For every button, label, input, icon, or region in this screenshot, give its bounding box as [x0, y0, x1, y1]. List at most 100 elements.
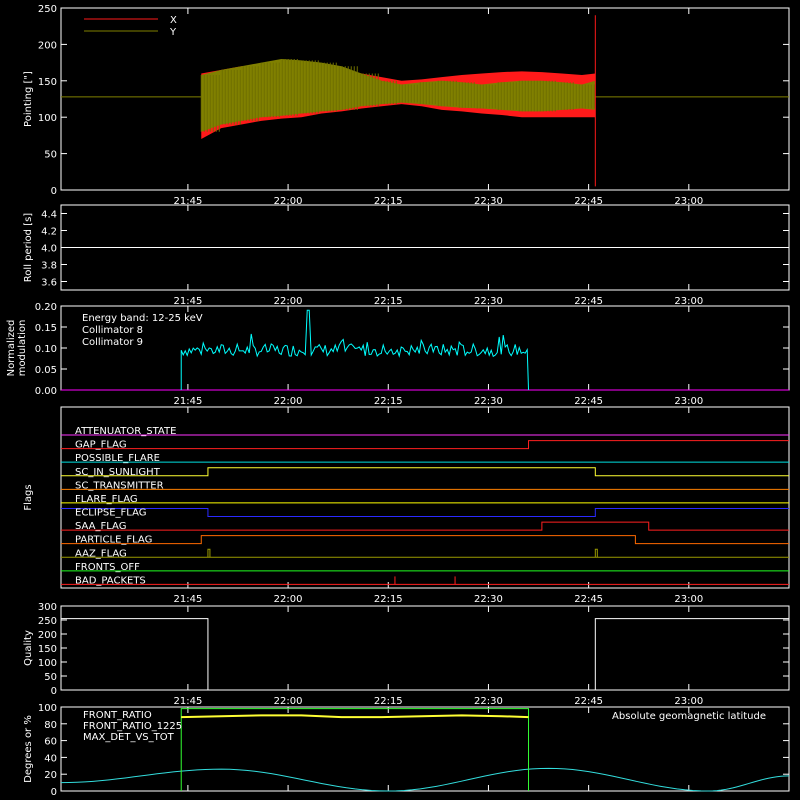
legend-label: X — [170, 15, 177, 26]
y-tick-label: 40 — [44, 753, 57, 764]
y-tick-label: 0.10 — [35, 344, 57, 355]
y-tick-label: 0.05 — [35, 365, 57, 376]
y-tick-label: 60 — [44, 737, 57, 748]
y-axis-label: Flags — [23, 484, 34, 510]
flag-line — [61, 440, 789, 450]
x-tick-label: 22:45 — [574, 396, 603, 407]
x-tick-label: 22:30 — [474, 396, 503, 407]
y-tick-label: 4.4 — [41, 210, 57, 221]
flag-label: SC_IN_SUNLIGHT — [75, 467, 161, 478]
y-tick-label: 200 — [38, 630, 57, 641]
x-tick-label: 23:00 — [674, 696, 703, 707]
modulation-annotation: Collimator 9 — [82, 337, 143, 348]
x-tick-label: 21:45 — [173, 696, 202, 707]
flag-label: POSSIBLE_FLARE — [75, 453, 160, 464]
legend-label: FRONT_RATIO_1225 — [83, 721, 182, 732]
y-tick-label: 150 — [38, 644, 57, 655]
y-tick-label: 100 — [38, 658, 57, 669]
y-axis-label: Normalized — [6, 320, 17, 377]
x-tick-label: 23:00 — [674, 196, 703, 207]
y-tick-label: 0 — [51, 186, 57, 197]
geomag-latitude-line — [60, 767, 790, 792]
y-tick-label: 3.8 — [41, 261, 57, 272]
panel-frame — [60, 406, 790, 589]
flag-label: ECLIPSE_FLAG — [75, 508, 146, 519]
x-tick-label: 23:00 — [674, 594, 703, 605]
x-tick-label: 22:45 — [574, 296, 603, 307]
y-tick-label: 3.6 — [41, 278, 57, 289]
flag-line — [61, 535, 789, 545]
x-tick-label: 22:00 — [274, 696, 303, 707]
flag-label: PARTICLE_FLAG — [75, 535, 152, 546]
flag-line — [61, 548, 789, 558]
y-tick-label: 80 — [44, 720, 57, 731]
y-tick-label: 100 — [38, 113, 57, 124]
y-tick-label: 0.15 — [35, 323, 57, 334]
x-tick-label: 22:15 — [374, 594, 403, 605]
modulation-annotation: Energy band: 12-25 keV — [82, 313, 203, 324]
front-ratio-1225-line — [180, 708, 530, 791]
y-tick-label: 150 — [38, 77, 57, 88]
x-tick-label: 22:15 — [374, 296, 403, 307]
flag-line — [61, 521, 789, 531]
x-tick-label: 22:00 — [274, 594, 303, 605]
flag-line — [61, 508, 789, 517]
y-tick-label: 0.00 — [35, 386, 57, 397]
x-tick-label: 22:15 — [374, 696, 403, 707]
flag-label: FRONTS_OFF — [75, 562, 140, 573]
x-tick-label: 22:45 — [574, 196, 603, 207]
x-tick-label: 22:45 — [574, 696, 603, 707]
x-tick-label: 22:00 — [274, 196, 303, 207]
y-tick-label: 250 — [38, 4, 57, 15]
geomag-annotation: Absolute geomagnetic latitude — [612, 711, 766, 722]
y-tick-label: 4.2 — [41, 227, 57, 238]
y-tick-label: 100 — [38, 703, 57, 714]
x-tick-label: 22:15 — [374, 396, 403, 407]
y-tick-label: 0 — [51, 686, 57, 697]
x-tick-label: 21:45 — [173, 196, 202, 207]
y-tick-label: 0 — [51, 787, 57, 798]
x-tick-label: 22:30 — [474, 696, 503, 707]
flag-label: AAZ_FLAG — [75, 548, 127, 559]
y-tick-label: 20 — [44, 770, 57, 781]
y-tick-label: 250 — [38, 616, 57, 627]
y-axis-label: Roll period [s] — [23, 213, 34, 282]
collimator-8-line — [180, 309, 530, 391]
x-tick-label: 21:45 — [173, 594, 202, 605]
y-tick-label: 50 — [44, 672, 57, 683]
x-tick-label: 22:30 — [474, 594, 503, 605]
quality-line — [61, 618, 789, 691]
panel-frame — [60, 706, 790, 792]
flag-label: FLARE_FLAG — [75, 494, 138, 505]
y-tick-label: 200 — [38, 40, 57, 51]
y-tick-label: 0.20 — [35, 302, 57, 313]
y-tick-label: 300 — [38, 602, 57, 613]
flag-line — [61, 467, 789, 477]
y-axis-label: modulation — [17, 320, 28, 377]
x-tick-label: 22:00 — [274, 296, 303, 307]
y-axis-label: Quality — [23, 630, 34, 666]
x-tick-label: 22:45 — [574, 594, 603, 605]
y-axis-label: Pointing ["] — [23, 71, 34, 127]
legend-label: Y — [169, 27, 177, 38]
y-tick-label: 4.0 — [41, 244, 57, 255]
pointing-oscillation — [200, 58, 595, 132]
flag-label: GAP_FLAG — [75, 440, 127, 451]
x-tick-label: 21:45 — [173, 296, 202, 307]
y-tick-label: 50 — [44, 150, 57, 161]
front-ratio-line — [181, 714, 529, 719]
flag-label: SC_TRANSMITTER — [75, 480, 164, 491]
x-tick-label: 22:00 — [274, 396, 303, 407]
legend-label: MAX_DET_VS_TOT — [83, 732, 175, 743]
x-tick-label: 23:00 — [674, 296, 703, 307]
legend-label: FRONT_RATIO — [83, 710, 152, 721]
modulation-annotation: Collimator 8 — [82, 325, 143, 336]
x-tick-label: 22:30 — [474, 296, 503, 307]
x-tick-label: 22:30 — [474, 196, 503, 207]
x-tick-label: 22:15 — [374, 196, 403, 207]
flag-label: BAD_PACKETS — [75, 575, 146, 586]
y-axis-label: Degrees or % — [23, 715, 34, 783]
x-tick-label: 21:45 — [173, 396, 202, 407]
panel-frame — [60, 7, 790, 191]
